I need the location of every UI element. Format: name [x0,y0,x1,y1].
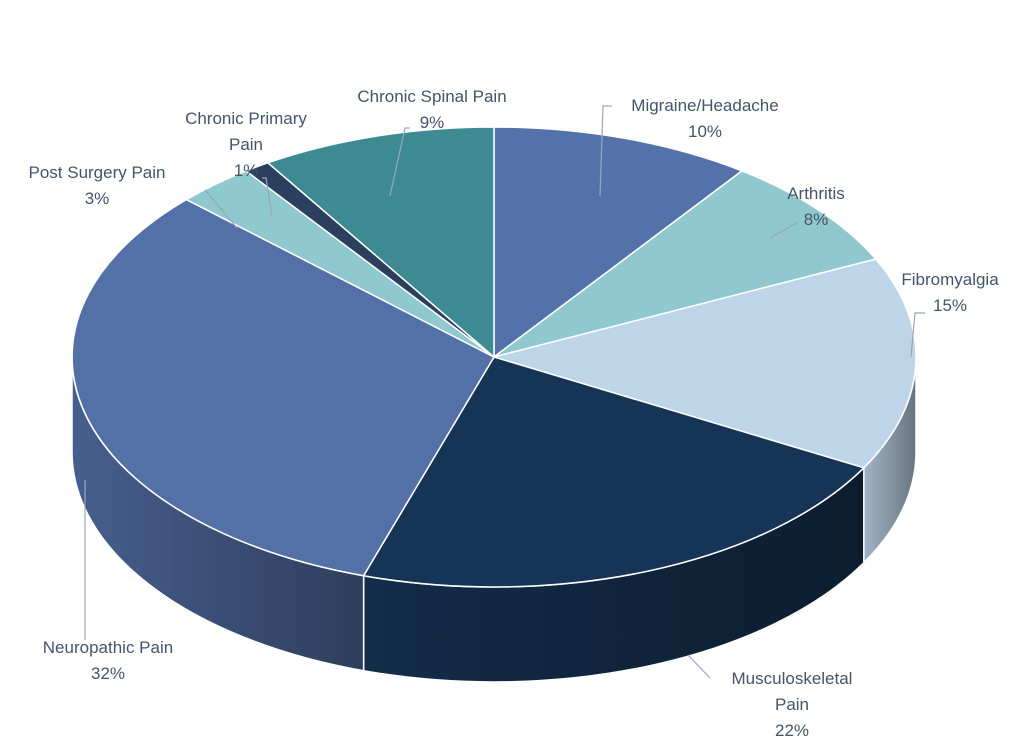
label-name: Post Surgery Pain [28,163,166,182]
data-label: Post Surgery Pain 3% [2,160,192,212]
leader-line [769,221,799,239]
leader-line [262,177,273,217]
label-name: Chronic Spinal Pain [357,87,507,106]
leader-line [687,654,711,679]
label-name: Migraine/Headache [631,96,779,115]
label-name: Arthritis [787,184,845,203]
label-name: Musculoskeletal Pain [731,669,853,714]
label-name: Neuropathic Pain [42,638,174,657]
label-value: 10% [687,122,723,141]
data-label: Fibromyalgia 15% [885,267,1015,319]
data-label: Arthritis 8% [756,181,876,233]
label-value: 32% [90,664,126,683]
label-value: 1% [233,161,259,180]
label-value: 22% [774,721,810,740]
label-value: 8% [803,210,829,229]
label-name: Chronic Primary Pain [185,109,307,154]
slice [362,356,866,588]
slice [71,198,496,577]
label-value: 9% [419,113,445,132]
label-name: Fibromyalgia [901,270,999,289]
data-label: Chronic Primary Pain 1% [166,106,326,184]
label-value: 15% [932,296,968,315]
leader-line [204,189,238,229]
slice [491,258,917,469]
data-label: Neuropathic Pain 32% [8,635,208,687]
data-label: Musculoskeletal Pain 22% [717,666,867,744]
leader-line [389,127,410,197]
slice [266,126,495,359]
label-value: 3% [84,189,110,208]
slice [493,170,878,358]
leader-line [910,312,925,358]
data-label: Migraine/Headache 10% [595,93,815,145]
slice [493,126,744,359]
data-label: Chronic Spinal Pain 9% [332,84,532,136]
leader-line [599,105,612,197]
